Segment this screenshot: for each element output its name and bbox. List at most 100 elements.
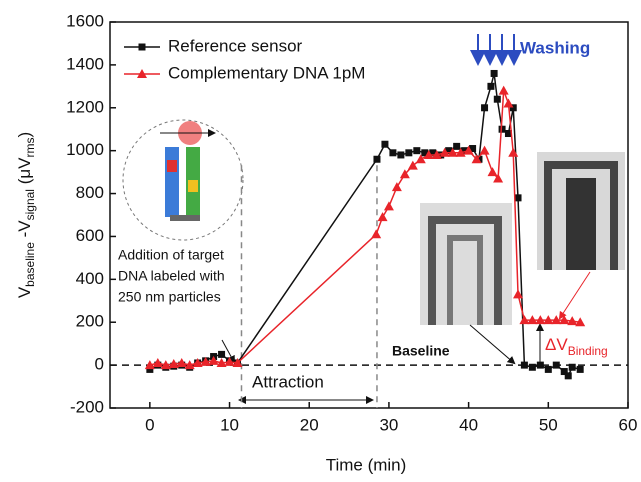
y-label-part: V — [15, 286, 34, 298]
data-point — [461, 147, 469, 155]
data-point — [208, 355, 219, 365]
data-point — [513, 289, 524, 299]
sensor-image-electrode — [428, 216, 502, 325]
y-axis-label: Vbaseline -Vsignal (μVrms) — [15, 132, 37, 298]
data-point — [371, 229, 382, 239]
x-tick-label: 40 — [459, 415, 478, 434]
data-point — [152, 357, 163, 367]
data-point — [481, 104, 489, 112]
data-point — [184, 360, 195, 370]
data-point — [527, 315, 538, 325]
data-point — [200, 356, 211, 366]
data-point — [514, 194, 522, 202]
data-point — [535, 315, 546, 325]
y-tick-label: 800 — [76, 183, 104, 202]
y-label-part: -V — [15, 220, 34, 242]
data-point — [552, 361, 560, 369]
data-point — [413, 147, 421, 155]
data-point — [176, 357, 187, 367]
schematic-block — [188, 180, 198, 192]
data-point — [576, 365, 584, 373]
data-point — [447, 147, 458, 157]
x-tick-label: 20 — [300, 415, 319, 434]
data-point — [391, 182, 402, 192]
sensor-image-electrode — [447, 235, 483, 325]
data-point — [490, 69, 498, 77]
data-point — [192, 357, 203, 367]
data-point — [389, 149, 397, 157]
data-point — [455, 147, 466, 157]
y-tick-label: -200 — [70, 397, 104, 416]
x-tick-label: 10 — [220, 415, 239, 434]
annotation: Addition of target — [118, 247, 224, 263]
x-axis-label: Time (min) — [326, 455, 407, 474]
data-point — [504, 130, 512, 138]
sensor-image-electrode — [566, 178, 596, 270]
data-point — [528, 363, 536, 371]
data-point — [487, 167, 498, 177]
legend-label: Complementary DNA 1pM — [168, 63, 365, 82]
annotation-arrow — [558, 271, 591, 320]
data-point — [421, 149, 429, 157]
annotation: Washing — [520, 38, 590, 57]
y-label-part: ) — [15, 132, 34, 138]
schematic-strand — [165, 147, 179, 217]
annotation-part: ΔV — [545, 335, 568, 354]
data-point — [509, 104, 517, 112]
y-tick-label: 200 — [76, 312, 104, 331]
x-tick-label: 0 — [145, 415, 154, 434]
x-tick-label: 50 — [539, 415, 558, 434]
data-point — [439, 147, 450, 157]
data-point — [560, 368, 568, 376]
data-point — [232, 357, 243, 367]
data-point — [508, 147, 519, 157]
data-point — [469, 145, 477, 153]
data-point — [463, 145, 474, 155]
y-label-part: baseline — [23, 242, 37, 287]
x-tick-label: 60 — [619, 415, 638, 434]
decorations — [122, 34, 625, 404]
legend-marker — [138, 43, 146, 51]
data-point — [493, 95, 501, 103]
y-tick-label: 400 — [76, 269, 104, 288]
y-label-part: (μV — [15, 157, 34, 189]
y-tick-label: 1000 — [66, 140, 104, 159]
data-point — [493, 173, 504, 183]
annotation: DNA labeled with — [118, 268, 225, 284]
y-tick-label: 1400 — [66, 54, 104, 73]
data-point — [564, 372, 572, 380]
data-point — [381, 140, 389, 148]
data-point — [383, 201, 394, 211]
data-point — [407, 160, 418, 170]
data-point — [437, 151, 445, 159]
annotation: 250 nm particles — [118, 289, 221, 305]
data-point — [445, 147, 453, 155]
data-point — [415, 154, 426, 164]
annotation: Baseline — [392, 343, 450, 359]
data-point — [519, 315, 530, 325]
data-point — [397, 151, 405, 159]
plot-frame — [109, 21, 629, 409]
y-tick-label: 600 — [76, 226, 104, 245]
annotation: ΔVBinding — [545, 335, 608, 358]
data-point — [405, 149, 413, 157]
x-tick-label: 30 — [379, 415, 398, 434]
schematic-base — [170, 215, 200, 221]
data-point — [559, 315, 570, 325]
data-point — [431, 149, 442, 159]
annotation: Attraction — [252, 372, 324, 391]
data-point — [373, 155, 381, 163]
data-point — [168, 359, 179, 369]
schematic-circle — [122, 119, 244, 241]
annotation-part: Binding — [568, 344, 608, 358]
data-point — [536, 361, 544, 369]
data-point — [423, 149, 434, 159]
y-tick-label: 1200 — [66, 97, 104, 116]
data-point — [479, 145, 490, 155]
data-point — [498, 85, 509, 95]
data-point — [146, 365, 154, 373]
data-point — [399, 169, 410, 179]
data-point — [575, 317, 586, 327]
data-point — [377, 212, 388, 222]
